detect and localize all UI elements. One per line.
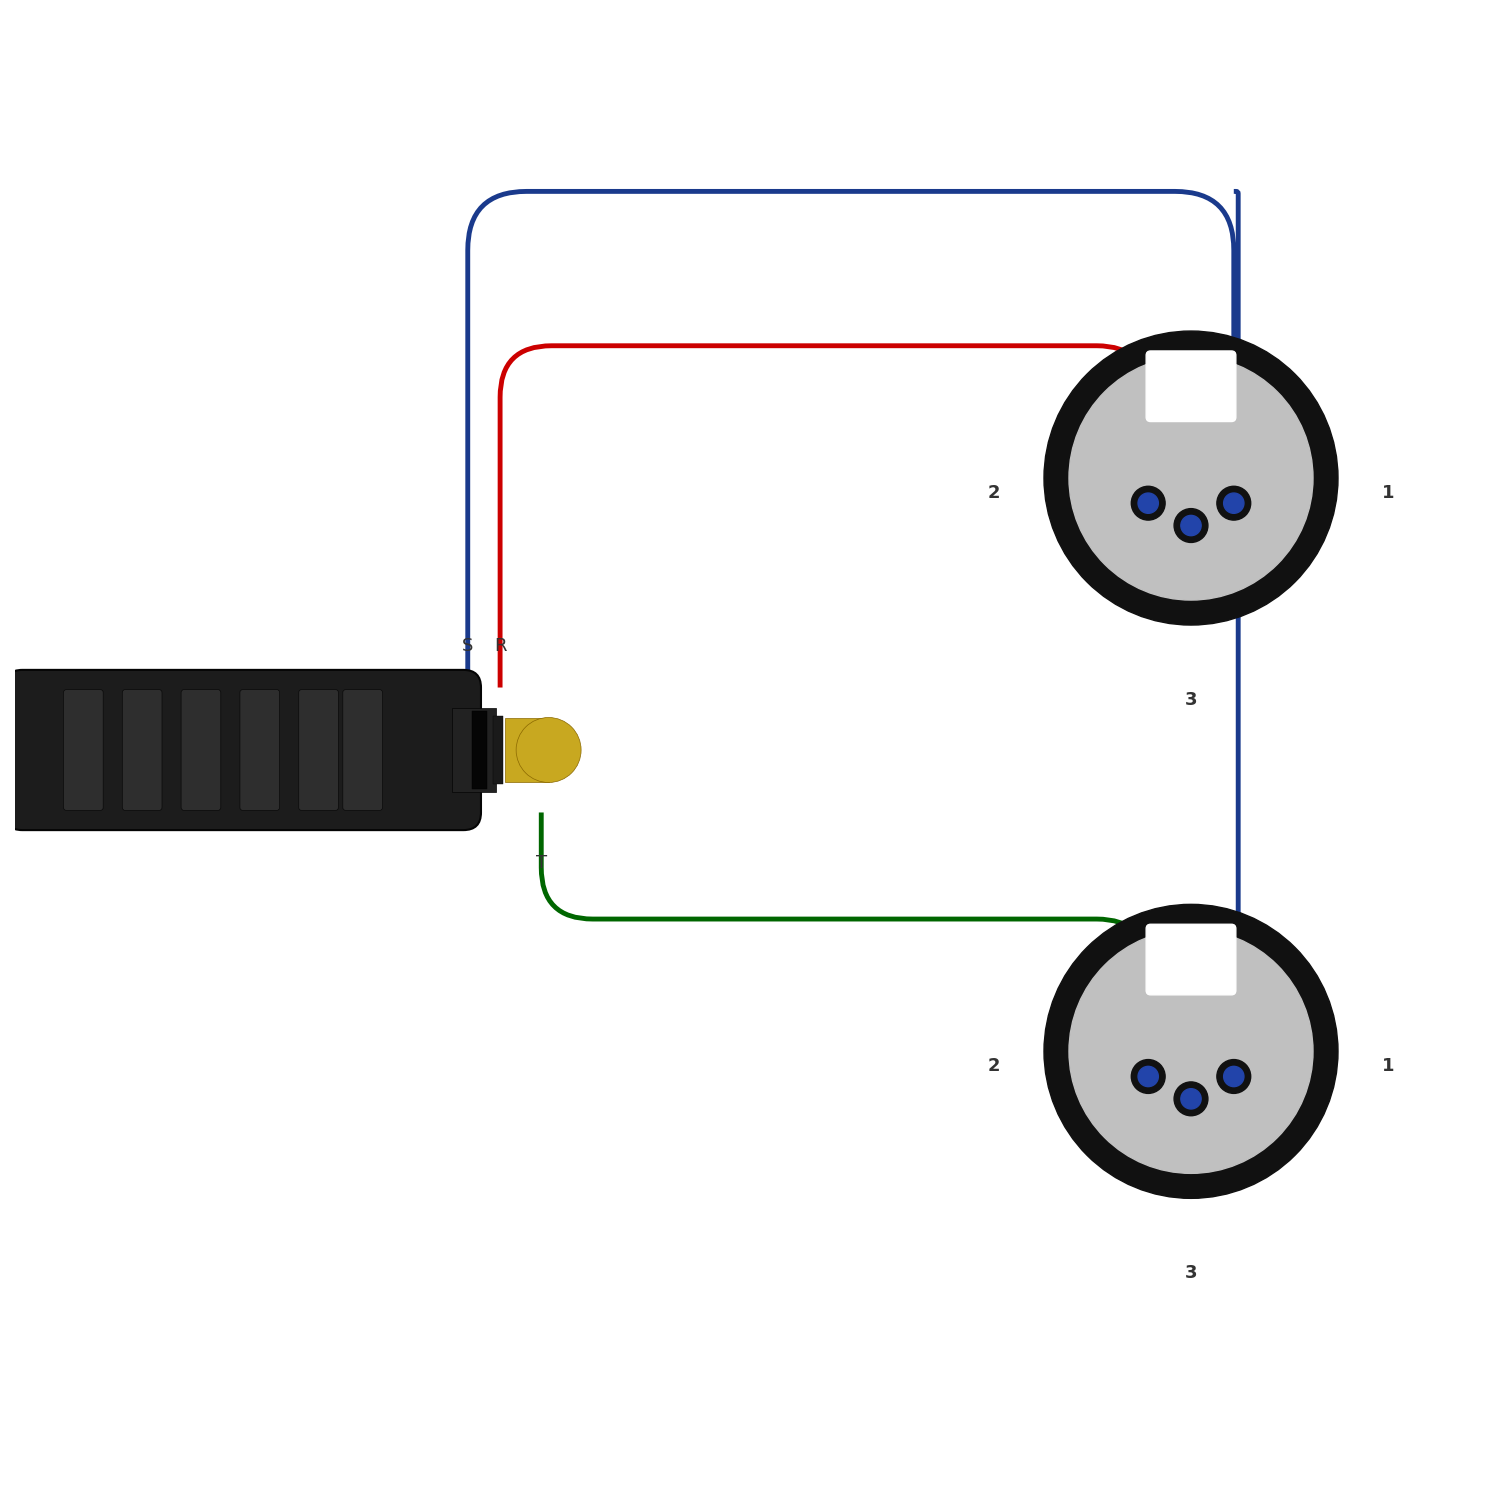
Text: 3: 3	[1185, 1264, 1197, 1282]
Text: 1: 1	[1382, 1058, 1395, 1076]
Text: R: R	[494, 638, 507, 656]
Circle shape	[1180, 516, 1202, 536]
FancyBboxPatch shape	[298, 690, 339, 810]
Bar	[504, 717, 549, 783]
FancyBboxPatch shape	[1146, 924, 1236, 994]
Circle shape	[1138, 1066, 1158, 1086]
Text: S: S	[462, 638, 474, 656]
Text: 2: 2	[987, 483, 1000, 501]
FancyBboxPatch shape	[63, 690, 104, 810]
Circle shape	[1180, 1089, 1202, 1108]
Circle shape	[1131, 1059, 1166, 1094]
Circle shape	[1070, 930, 1312, 1173]
Circle shape	[1216, 1059, 1251, 1094]
Bar	[452, 708, 495, 792]
Circle shape	[1224, 1066, 1244, 1086]
Circle shape	[1216, 486, 1251, 520]
Circle shape	[516, 717, 580, 783]
Circle shape	[1070, 356, 1312, 600]
FancyBboxPatch shape	[123, 690, 162, 810]
FancyBboxPatch shape	[344, 690, 382, 810]
FancyBboxPatch shape	[240, 690, 279, 810]
Circle shape	[1044, 904, 1338, 1198]
Bar	[472, 711, 488, 789]
Text: 3: 3	[1185, 692, 1197, 709]
Circle shape	[1174, 509, 1208, 543]
Text: 1: 1	[1382, 483, 1395, 501]
FancyBboxPatch shape	[4, 670, 482, 830]
Circle shape	[1138, 494, 1158, 513]
Circle shape	[1044, 332, 1338, 626]
Circle shape	[1174, 1082, 1208, 1116]
Text: T: T	[536, 853, 548, 871]
FancyBboxPatch shape	[182, 690, 220, 810]
FancyBboxPatch shape	[1146, 351, 1236, 422]
Circle shape	[1131, 486, 1166, 520]
Text: 2: 2	[987, 1058, 1000, 1076]
Circle shape	[1224, 494, 1244, 513]
Bar	[492, 717, 502, 783]
